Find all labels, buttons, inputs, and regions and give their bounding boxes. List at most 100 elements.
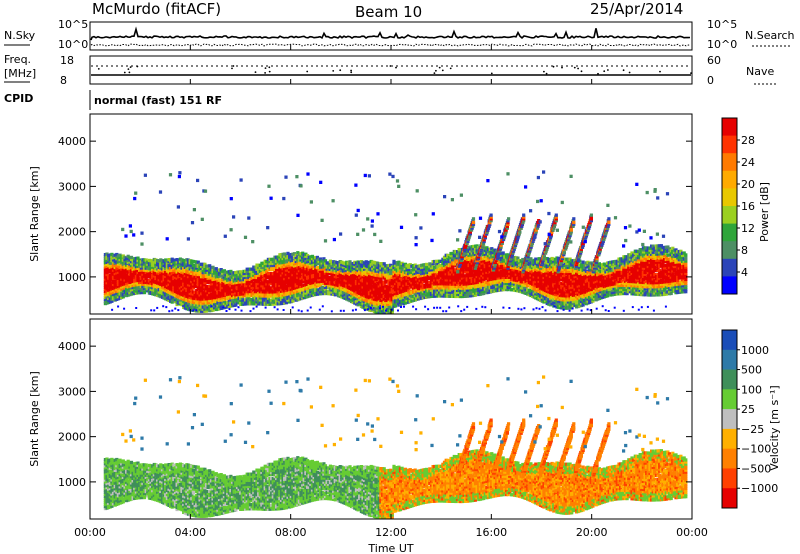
data-cell bbox=[524, 277, 528, 281]
data-cell bbox=[469, 265, 473, 269]
data-cell bbox=[245, 298, 249, 302]
freq-dot bbox=[433, 72, 436, 74]
data-cell bbox=[183, 265, 187, 269]
data-cell bbox=[126, 269, 130, 273]
data-cell bbox=[208, 307, 212, 311]
data-cell bbox=[317, 282, 321, 286]
data-cell bbox=[229, 284, 233, 288]
data-cell bbox=[372, 267, 376, 271]
data-cell bbox=[341, 281, 345, 285]
data-cell bbox=[108, 265, 112, 269]
data-cell bbox=[376, 261, 380, 265]
data-cell bbox=[470, 283, 474, 288]
data-cell bbox=[261, 284, 266, 288]
freq-dot bbox=[232, 65, 235, 67]
data-cell bbox=[183, 261, 187, 265]
data-cell bbox=[480, 292, 484, 296]
data-cell bbox=[480, 259, 484, 263]
data-cell bbox=[283, 260, 287, 264]
freq-dot bbox=[490, 72, 493, 75]
data-cell bbox=[180, 268, 184, 272]
data-cell bbox=[200, 303, 204, 307]
data-cell bbox=[438, 294, 442, 298]
data-cell bbox=[139, 260, 143, 264]
data-cell bbox=[358, 267, 362, 271]
data-cell bbox=[105, 270, 109, 275]
data-cell bbox=[513, 268, 517, 272]
data-cell bbox=[284, 301, 288, 305]
data-cell bbox=[379, 288, 383, 292]
data-cell bbox=[126, 256, 130, 261]
data-cell bbox=[138, 276, 142, 280]
data-cell bbox=[116, 295, 120, 299]
freq-dot bbox=[123, 71, 126, 74]
data-cell bbox=[304, 260, 308, 265]
data-cell bbox=[190, 271, 194, 275]
data-cell bbox=[172, 258, 176, 262]
data-cell bbox=[126, 260, 130, 265]
data-cell bbox=[159, 290, 163, 295]
data-cell bbox=[288, 292, 292, 296]
data-cell bbox=[214, 287, 218, 291]
data-cell bbox=[276, 292, 280, 296]
data-cell bbox=[116, 280, 120, 285]
data-cell bbox=[152, 264, 156, 268]
data-cell bbox=[503, 269, 507, 273]
data-cell bbox=[400, 273, 404, 278]
data-cell bbox=[217, 290, 222, 295]
data-cell bbox=[275, 296, 279, 300]
data-cell bbox=[144, 276, 148, 280]
data-cell bbox=[381, 292, 385, 296]
data-cell bbox=[470, 289, 474, 294]
data-cell bbox=[465, 261, 469, 266]
data-cell bbox=[519, 269, 523, 273]
data-cell bbox=[496, 262, 500, 266]
data-cell bbox=[227, 298, 231, 302]
data-cell bbox=[224, 305, 228, 309]
data-cell bbox=[191, 302, 195, 306]
data-cell bbox=[252, 277, 256, 281]
data-cell bbox=[374, 283, 378, 287]
data-cell bbox=[513, 274, 517, 278]
data-cell bbox=[421, 287, 425, 292]
data-cell bbox=[325, 267, 329, 271]
data-cell bbox=[271, 276, 275, 280]
freq-dot bbox=[545, 72, 548, 75]
data-cell bbox=[108, 253, 112, 257]
data-cell bbox=[304, 277, 308, 281]
data-cell bbox=[442, 276, 447, 280]
data-cell bbox=[299, 290, 303, 295]
data-cell bbox=[395, 269, 399, 273]
data-cell bbox=[191, 268, 195, 272]
data-cell bbox=[411, 264, 416, 268]
data-cell bbox=[314, 282, 318, 286]
data-cell bbox=[475, 289, 479, 293]
data-cell bbox=[454, 276, 458, 280]
data-cell bbox=[180, 288, 184, 293]
data-cell bbox=[508, 271, 512, 275]
data-cell bbox=[346, 277, 350, 282]
data-cell bbox=[245, 267, 249, 271]
data-cell bbox=[405, 298, 409, 303]
data-cell bbox=[442, 274, 447, 278]
data-cell bbox=[126, 275, 130, 279]
data-cell bbox=[486, 280, 491, 284]
data-cell bbox=[177, 264, 181, 269]
data-cell bbox=[353, 289, 357, 293]
data-cell bbox=[400, 298, 404, 302]
data-cell bbox=[470, 287, 474, 292]
data-cell bbox=[374, 308, 378, 312]
data-cell bbox=[276, 269, 280, 273]
data-cell bbox=[292, 278, 297, 282]
data-cell bbox=[328, 259, 332, 263]
data-cell bbox=[390, 287, 394, 292]
data-cell bbox=[353, 299, 357, 303]
data-cell bbox=[147, 269, 151, 273]
freq-dot bbox=[306, 70, 309, 73]
data-cell bbox=[517, 275, 522, 279]
data-cell bbox=[524, 269, 528, 273]
data-cell bbox=[358, 261, 362, 265]
data-cell bbox=[517, 289, 522, 293]
data-cell bbox=[299, 284, 303, 288]
data-cell bbox=[193, 282, 197, 286]
